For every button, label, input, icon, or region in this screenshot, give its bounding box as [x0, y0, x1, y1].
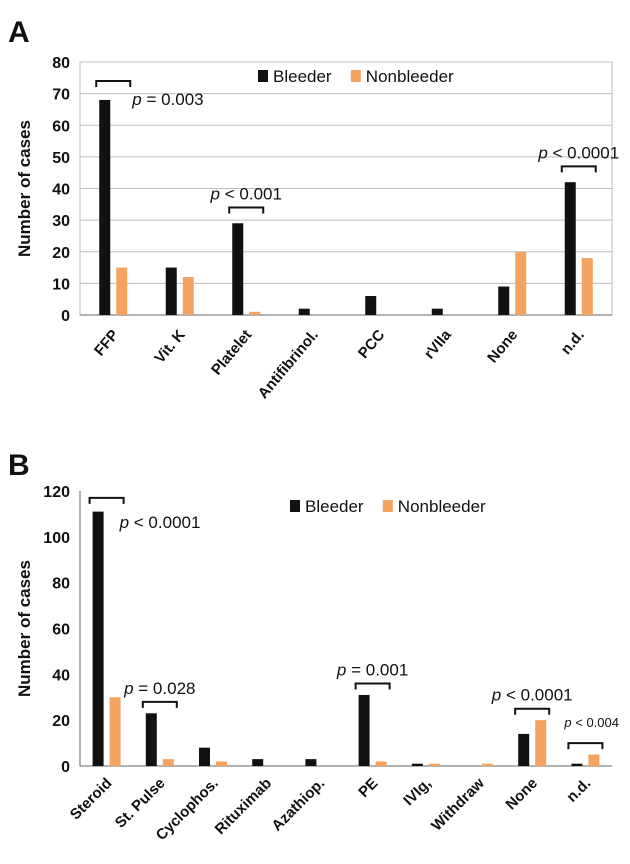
bar-nonbleeder	[482, 763, 493, 766]
x-tick-label: Withdraw	[428, 775, 488, 835]
y-tick-label: 100	[43, 530, 70, 547]
y-tick-label: 0	[61, 759, 70, 776]
bar-bleeder	[518, 733, 530, 766]
significance-bracket	[141, 700, 178, 708]
panel-label: A	[8, 16, 30, 49]
bar-bleeder	[431, 308, 443, 315]
bar-nonbleeder	[375, 761, 387, 766]
bar-nonbleeder	[428, 763, 440, 766]
y-tick-label: 70	[52, 87, 70, 104]
y-tick-label: 50	[52, 150, 70, 167]
x-tick-label: None	[484, 327, 521, 367]
legend-swatch-bleeder	[258, 70, 268, 82]
y-tick-label: 40	[52, 182, 70, 199]
bar-bleeder	[199, 747, 210, 766]
x-tick-label: n.d.	[558, 327, 588, 358]
x-tick-label: Steroid	[67, 775, 116, 824]
bar-bleeder	[232, 223, 244, 315]
bar-bleeder	[571, 763, 583, 766]
y-axis-label: Number of cases	[15, 120, 34, 257]
x-tick-label: PE	[355, 775, 381, 801]
legend-label-bleeder: Bleeder	[273, 67, 332, 86]
x-tick-label: Vit. K	[151, 327, 189, 367]
bar-bleeder	[564, 182, 576, 315]
p-value-annotation: p < 0.004	[563, 715, 619, 730]
bar-bleeder	[298, 308, 310, 315]
x-tick-label: None	[502, 775, 541, 814]
y-tick-label: 20	[52, 245, 70, 262]
bar-nonbleeder	[162, 759, 174, 766]
bar-nonbleeder	[182, 277, 194, 315]
legend-label-nonbleeder: Nonbleeder	[398, 497, 486, 516]
x-tick-label: FFP	[91, 327, 122, 360]
legend-swatch-bleeder	[290, 500, 300, 512]
bar-bleeder	[358, 694, 370, 766]
bar-bleeder	[92, 511, 104, 766]
bar-nonbleeder	[588, 754, 600, 766]
panel-label: B	[8, 449, 30, 482]
significance-bracket	[354, 682, 391, 690]
x-tick-label: St. Pulse	[112, 775, 169, 832]
y-tick-label: 20	[52, 713, 70, 730]
significance-bracket	[95, 79, 132, 87]
y-tick-label: 80	[52, 576, 70, 593]
bar-nonbleeder	[109, 697, 121, 766]
y-axis-label: Number of cases	[15, 560, 34, 697]
p-value-annotation: p = 0.001	[336, 661, 408, 680]
bar-nonbleeder	[216, 761, 227, 766]
bar-nonbleeder	[535, 720, 547, 766]
legend-swatch-nonbleeder	[350, 70, 361, 82]
y-tick-label: 60	[52, 118, 70, 135]
x-tick-label: n.d.	[563, 775, 594, 806]
p-value-annotation: p < 0.0001	[119, 513, 201, 532]
p-value-annotation: p = 0.003	[131, 90, 203, 109]
y-tick-label: 120	[43, 484, 70, 501]
significance-bracket	[228, 206, 265, 214]
y-tick-label: 30	[52, 213, 70, 230]
bar-bleeder	[99, 99, 111, 315]
x-tick-label: rVIIa	[421, 326, 455, 362]
bar-nonbleeder	[581, 258, 593, 315]
panel-b: B 0 20 40 60 80 100 120 Number of cases SteroidSt…	[8, 449, 619, 844]
y-tick-label: 60	[52, 622, 70, 639]
y-tick-label: 10	[52, 276, 70, 293]
bar-bleeder	[411, 763, 423, 766]
bar-nonbleeder	[116, 267, 128, 315]
significance-bracket	[567, 742, 604, 750]
x-tick-label: Antifibrinol.	[255, 327, 322, 402]
x-tick-label: Platelet	[208, 327, 255, 379]
y-tick-label: 40	[52, 667, 70, 684]
bar-bleeder	[498, 286, 510, 315]
bar-bleeder	[145, 713, 157, 766]
bar-nonbleeder	[515, 251, 527, 315]
panel-a: A 0 10 20 30 40 50 60 70 80 Number of cases FFP Vit.…	[8, 16, 619, 402]
legend-swatch-nonbleeder	[382, 500, 393, 512]
significance-bracket	[560, 165, 597, 173]
bar-bleeder	[165, 267, 177, 315]
p-value-annotation: p < 0.0001	[537, 143, 619, 162]
legend-label-nonbleeder: Nonbleeder	[366, 67, 454, 86]
x-tick-label: Azathiop.	[268, 775, 328, 835]
y-tick-label: 0	[61, 308, 70, 325]
x-tick-label: Rituximab	[212, 775, 275, 838]
bar-bleeder	[305, 759, 317, 766]
significance-bracket	[88, 496, 125, 504]
p-value-annotation: p = 0.028	[123, 679, 195, 698]
bar-bleeder	[365, 296, 377, 315]
x-tick-label: IVIg,	[400, 775, 434, 809]
x-tick-label: PCC	[355, 327, 388, 362]
p-value-annotation: p < 0.0001	[491, 686, 573, 705]
bar-bleeder	[252, 759, 264, 766]
y-tick-label: 80	[52, 55, 70, 72]
significance-bracket	[514, 707, 551, 715]
p-value-annotation: p < 0.001	[210, 184, 282, 203]
bar-nonbleeder	[249, 311, 261, 315]
legend-label-bleeder: Bleeder	[305, 497, 364, 516]
